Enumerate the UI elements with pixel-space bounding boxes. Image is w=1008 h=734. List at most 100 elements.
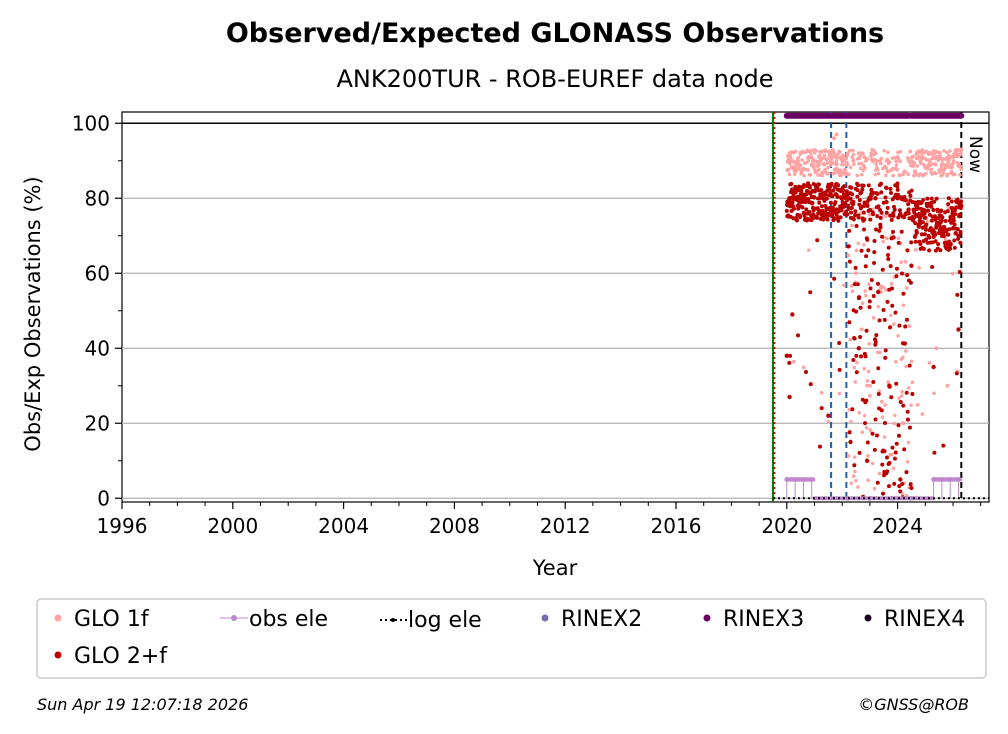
glo-2f-point [918,242,923,247]
glo-2f-point [956,327,961,332]
glo-1f-point [873,172,878,177]
glo-1f-point [806,159,811,163]
glo-2f-point [847,259,852,264]
glo-2f-point [875,191,880,196]
glo-2f-point [895,196,900,201]
y-tick-label: 40 [85,336,110,360]
glo-1f-point [913,248,918,252]
glo-1f-point [847,148,852,153]
glo-1f-point [865,383,869,388]
glo-1f-point [849,284,854,288]
glo-1f-point [882,148,886,153]
glo-2f-point [890,303,895,308]
glo-2f-point [891,235,896,240]
glo-2f-point [814,215,819,220]
glo-1f-point [904,286,909,290]
glo-1f-point [880,415,885,420]
glo-2f-point [852,282,857,287]
glo-1f-point [865,379,870,383]
glo-2f-point [793,190,798,195]
glo-2f-point [934,196,939,201]
glo-2f-point [859,248,864,253]
glo-2f-point [836,218,841,223]
y-gridlines [122,122,989,499]
glo-2f-point [893,450,898,455]
glo-2f-point [880,234,885,239]
glo-2f-point [932,450,937,455]
obs-ele-point [810,477,816,482]
glo-2f-point [902,341,907,346]
glo-1f-point [871,316,876,320]
glo-2f-series [784,181,964,500]
glo-2f-point [871,212,876,217]
glo-1f-point [920,151,924,156]
glo-2f-point [856,215,861,220]
glo-2f-point [955,197,960,202]
glo-2f-point [872,260,877,265]
glo-2f-point [875,433,880,438]
glo-1f-point [900,390,904,394]
glo-1f-point [876,304,881,309]
glo-2f-point [887,383,892,388]
glo-1f-point [875,158,880,163]
glo-2f-point [828,207,834,212]
glo-1f-point [912,161,917,165]
glo-1f-point [901,303,906,308]
glo-2f-point [854,370,859,375]
glo-1f-point [911,164,916,169]
glo-2f-point [872,250,877,255]
glo-1f-point [868,429,873,433]
glo-1f-point [866,369,871,374]
glo-1f-point [802,173,806,178]
glo-1f-point [831,136,836,141]
glo-1f-point [958,173,962,177]
glo-2f-point [908,193,913,198]
x-tick-label: 2008 [429,514,480,538]
glo-1f-point [896,236,901,241]
glo-2f-point [880,462,885,467]
glo-2f-point [834,212,839,217]
glo-2f-point [875,214,880,219]
glo-1f-point [859,327,864,332]
glo-1f-point [835,167,840,172]
glo-2f-point [859,354,864,359]
glo-2f-point [853,209,858,214]
glo-2f-point [864,458,870,463]
glo-2f-point [828,200,833,205]
glo-1f-point [806,168,810,172]
glo-2f-point [848,439,853,445]
glo-1f-point [849,481,854,486]
glo-2f-point [827,186,832,191]
glo-1f-point [795,158,800,163]
glo-2f-point [851,217,856,222]
now-label: Now [965,136,985,173]
glo-2f-point [817,200,822,205]
glo-2f-point [878,215,883,220]
x-tick-label: 2000 [207,514,258,538]
glo-2f-point [838,215,843,220]
legend-label-rinex2: RINEX2 [561,607,642,632]
glo-1f-point [822,153,827,158]
glo-1f-point [816,173,820,177]
glo-1f-point [958,164,963,169]
glo-1f-point [891,166,895,171]
glo-1f-point [941,171,946,175]
glo-2f-point [876,204,881,209]
glo-2f-point [952,238,957,243]
glo-2f-point [856,346,862,351]
glo-2f-point [854,353,859,358]
legend-marker-glo-1f [54,614,62,622]
glo-2f-point [913,239,918,244]
glo-2f-point [888,190,893,195]
glo-1f-point [938,151,942,155]
glo-2f-point [945,209,950,214]
glo-1f-point [889,313,893,318]
glo-2f-point [931,208,936,213]
glo-2f-point [950,226,956,231]
glo-2f-point [877,318,882,323]
glo-1f-point [889,282,894,286]
glo-2f-point [853,265,858,270]
glo-2f-point [868,207,873,212]
glo-2f-point [896,433,901,438]
glo-2f-point [914,230,919,235]
